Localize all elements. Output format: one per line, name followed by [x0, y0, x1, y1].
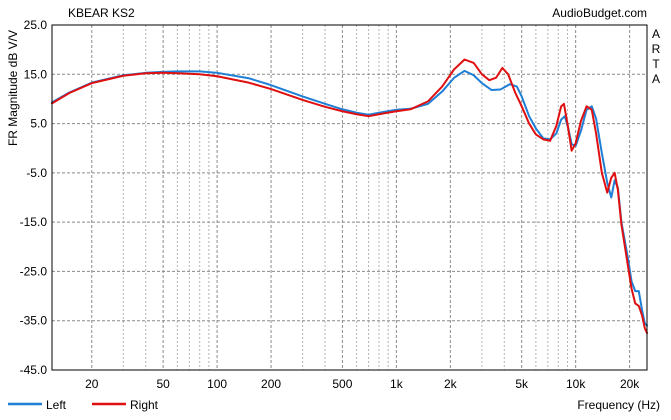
y-axis-label: FR Magnitude dB V/V	[6, 30, 20, 146]
y-tick-label: 15.0	[24, 67, 48, 81]
y-tick-label: 25.0	[24, 18, 48, 32]
x-tick-label: 2k	[444, 377, 458, 391]
source-label: AudioBudget.com	[552, 6, 647, 20]
grid-lines	[52, 25, 647, 370]
y-tick-label: -35.0	[20, 314, 48, 328]
x-tick-label: 200	[261, 377, 281, 391]
x-axis-label: Frequency (Hz)	[577, 398, 660, 412]
series-line-left	[51, 69, 648, 327]
axis-ticks: 25.0 15.0 5.0 -5.0 -15.0 -25.0 -35.0 -45.0 20 50 1…	[20, 18, 641, 391]
x-tick-label: 5k	[515, 377, 529, 391]
y-tick-label: -45.0	[20, 363, 48, 377]
side-label-letter: R	[652, 42, 661, 56]
y-tick-label: -25.0	[20, 264, 48, 278]
y-tick-label: -15.0	[20, 215, 48, 229]
x-tick-label: 20k	[620, 377, 640, 391]
side-label-letter: A	[652, 27, 660, 41]
x-tick-label: 500	[332, 377, 352, 391]
y-tick-label: 5.0	[30, 117, 47, 131]
x-tick-label: 10k	[566, 377, 586, 391]
y-tick-label: -5.0	[26, 166, 47, 180]
x-tick-label: 100	[207, 377, 227, 391]
plot-frame	[51, 24, 648, 371]
chart-title: KBEAR KS2	[68, 6, 135, 20]
side-label-letter: T	[652, 57, 660, 71]
side-label-letter: A	[652, 72, 660, 86]
series-layer	[51, 58, 648, 335]
x-tick-label: 20	[85, 377, 99, 391]
series-line-right	[51, 58, 648, 335]
x-tick-label: 1k	[390, 377, 404, 391]
legend: Left Right	[8, 398, 159, 412]
legend-label-right: Right	[130, 398, 159, 412]
x-tick-label: 50	[156, 377, 170, 391]
legend-label-left: Left	[46, 398, 67, 412]
